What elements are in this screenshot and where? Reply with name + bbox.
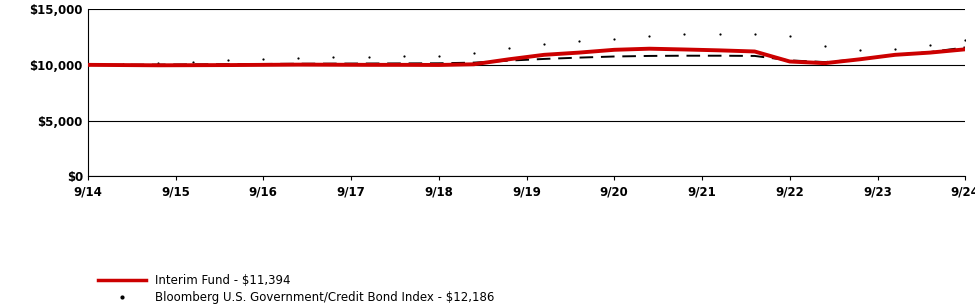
- Legend: Interim Fund - $11,394, Bloomberg U.S. Government/Credit Bond Index - $12,186, B: Interim Fund - $11,394, Bloomberg U.S. G…: [94, 269, 499, 304]
